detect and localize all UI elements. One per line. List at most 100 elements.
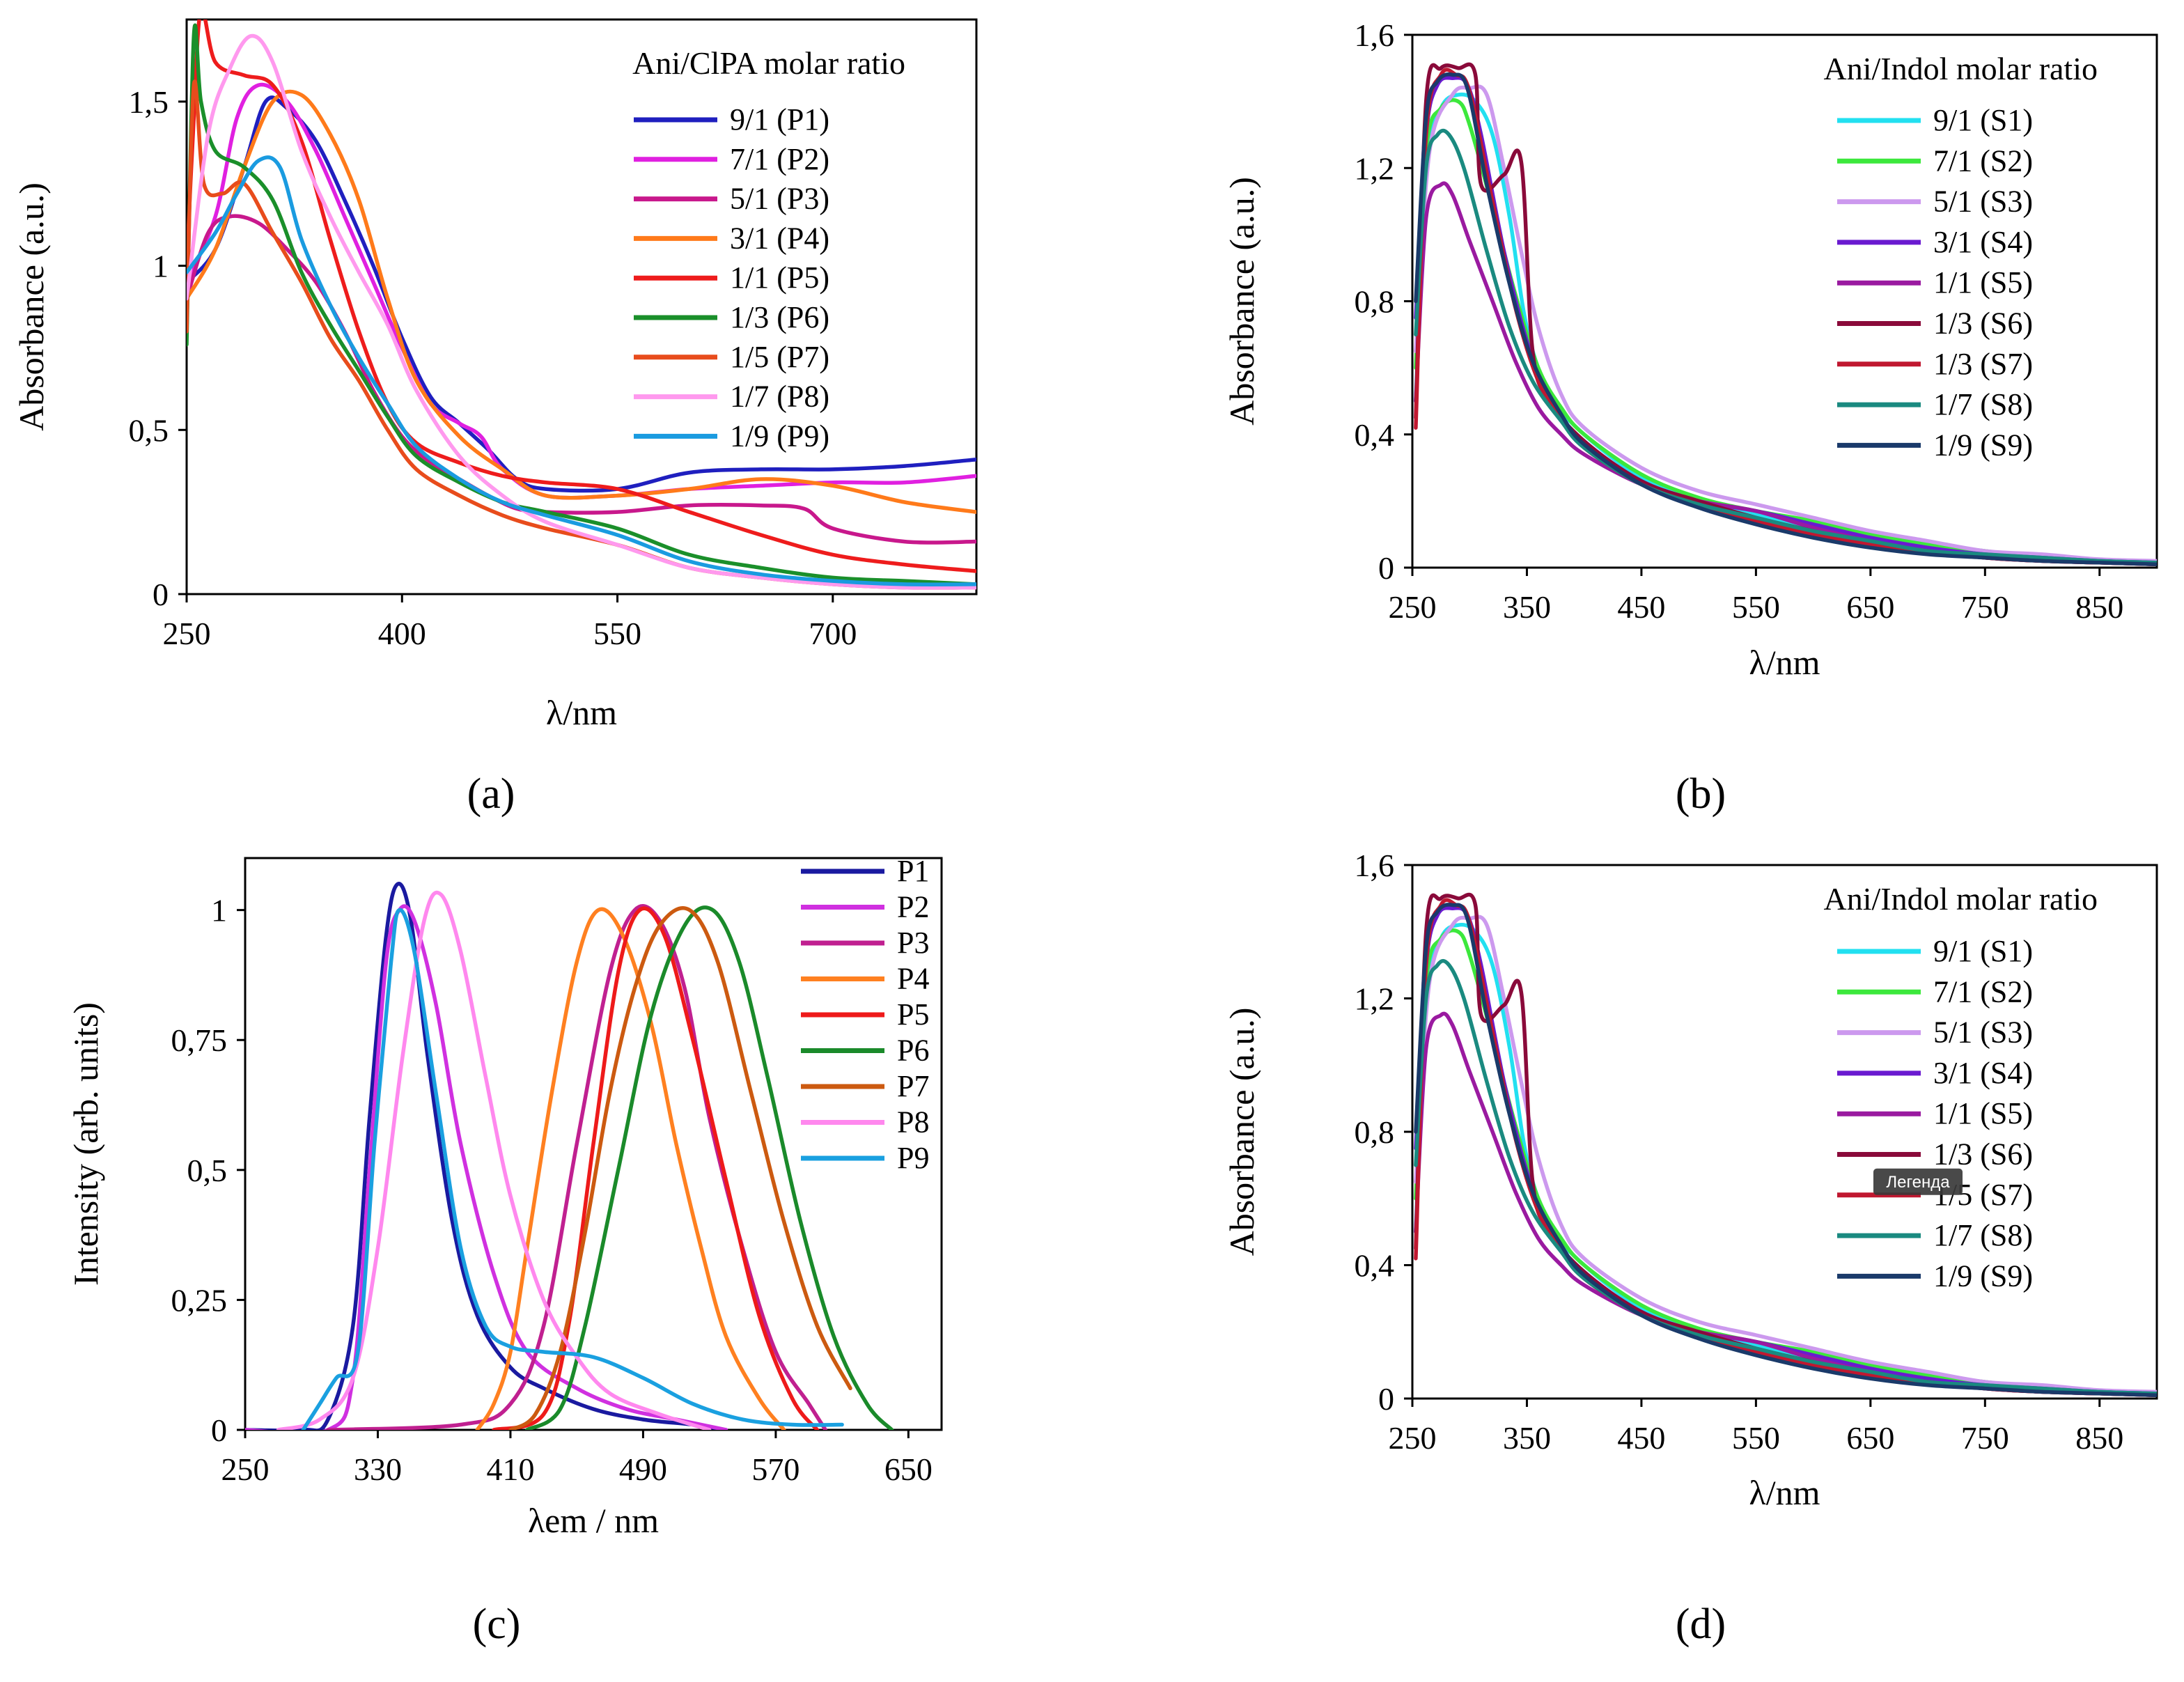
y-tick-label: 1,2 xyxy=(1355,981,1395,1017)
x-tick-label: 250 xyxy=(163,616,211,651)
legend-entry-label: 1/9 (P9) xyxy=(730,419,829,453)
y-axis-title: Absorbance (a.u.) xyxy=(1222,1008,1261,1256)
series-line xyxy=(1414,72,2157,566)
series-lines xyxy=(245,882,894,1430)
series-lines xyxy=(1414,62,2157,566)
series-line xyxy=(187,82,976,500)
legend-entry-label: 7/1 (S2) xyxy=(1933,143,2033,178)
x-tick-label: 650 xyxy=(1846,589,1894,625)
chart-panel-b: 250 350 450 550 650 750 850 0 0,4 0,8 1,2 1,6 λ/nm Ab… xyxy=(1222,17,2158,818)
legend-entry-label: P5 xyxy=(897,997,929,1031)
x-tick-label: 490 xyxy=(619,1451,667,1487)
legend-entry-label: 3/1 (S4) xyxy=(1933,1056,2033,1090)
y-tick-label: 0,5 xyxy=(129,412,169,448)
x-tick-label: 750 xyxy=(1961,589,2009,625)
plot-area-frame xyxy=(244,857,943,1431)
legend-entry-label: 1/7 (S8) xyxy=(1933,387,2033,421)
legend-entry-label: P8 xyxy=(897,1105,929,1139)
legend-entry-label: 1/1 (S5) xyxy=(1933,265,2033,299)
legend-entry-label: 1/9 (S9) xyxy=(1933,1259,2033,1293)
y-tick-label: 0,4 xyxy=(1355,417,1395,453)
y-tick-label: 1,6 xyxy=(1355,17,1395,53)
legend-entry-label: 1/3 (S6) xyxy=(1933,1137,2033,1171)
legend-entry-label: 1/1 (P5) xyxy=(730,260,829,295)
y-axis-title: Intensity (arb. units) xyxy=(66,1002,105,1286)
legend-entry-label: 9/1 (S1) xyxy=(1933,934,2033,968)
x-tick-label: 250 xyxy=(1389,589,1437,625)
legend-entry-label: 9/1 (P1) xyxy=(730,102,829,137)
series-lines xyxy=(187,20,976,590)
legend-entry-label: 7/1 (S2) xyxy=(1933,974,2033,1009)
series-line xyxy=(187,89,976,514)
legend-entry-label: 5/1 (P3) xyxy=(730,182,829,216)
legend-entry-label: 1/1 (S5) xyxy=(1933,1096,2033,1130)
panels-root: 250 400 550 700 0 0,5 1 1,5 λ/nm Absorbance (a.u.… xyxy=(12,17,2158,1648)
series-line xyxy=(475,907,786,1430)
y-axis-title: Absorbance (a.u.) xyxy=(12,182,51,431)
y-tick-label: 0,4 xyxy=(1355,1248,1395,1284)
legend-entry-label: P4 xyxy=(897,962,929,996)
legend-entry-label: 1/5 (P7) xyxy=(730,340,829,374)
series-line xyxy=(276,890,712,1430)
legend-entry-label: 1/7 (P8) xyxy=(730,380,829,414)
y-tick-label: 0,25 xyxy=(171,1282,228,1318)
panel-label: (d) xyxy=(1676,1601,1726,1648)
series-lines xyxy=(1414,892,2157,1397)
legend-title: Ani/ClPA molar ratio xyxy=(632,45,905,81)
y-tick-label: 0,8 xyxy=(1355,1114,1395,1150)
legend-entry-label: P7 xyxy=(897,1069,929,1103)
legend-entry-label: P3 xyxy=(897,926,929,960)
x-tick-label: 850 xyxy=(2075,1420,2123,1456)
legend-tooltip: Легенда xyxy=(1873,1168,1963,1195)
x-tick-label: 650 xyxy=(884,1451,933,1487)
series-line xyxy=(508,906,852,1430)
legend: Ani/ClPA molar ratio 9/1 (P1) 7/1 (P2) 5/1 … xyxy=(632,45,905,453)
legend: Ani/Indol molar ratio 9/1 (S1) 7/1 (S2) 5/1… xyxy=(1824,51,2098,462)
x-tick-label: 400 xyxy=(378,616,426,651)
legend-entry-label: 5/1 (S3) xyxy=(1933,1015,2033,1050)
x-tick-label: 250 xyxy=(1389,1420,1437,1456)
series-line xyxy=(187,33,976,590)
legend-entry-label: P6 xyxy=(897,1034,929,1068)
legend-entry-label: P2 xyxy=(897,890,929,924)
x-axis-title: λ/nm xyxy=(546,693,617,732)
legend-title: Ani/Indol molar ratio xyxy=(1824,881,2098,917)
x-tick-label: 650 xyxy=(1846,1420,1894,1456)
series-line xyxy=(187,155,976,586)
x-tick-label: 350 xyxy=(1503,589,1551,625)
legend-entry-label: 3/1 (P4) xyxy=(730,221,829,255)
legend-entry-label: 9/1 (S1) xyxy=(1933,103,2033,137)
legend-entry-label: 1/9 (S9) xyxy=(1933,428,2033,462)
panel-label: (c) xyxy=(473,1601,521,1648)
series-line xyxy=(1414,903,2157,1397)
legend-entry-label: 5/1 (S3) xyxy=(1933,185,2033,219)
x-tick-label: 410 xyxy=(486,1451,534,1487)
chart-panel-c: 250 330 410 490 570 650 0 0,25 0,5 0,75 1 λem / nm I… xyxy=(66,854,943,1648)
legend-entry-label: 1/7 (S8) xyxy=(1933,1218,2033,1252)
series-line xyxy=(187,95,976,493)
legend-entry-label: P1 xyxy=(897,854,929,888)
y-tick-label: 0,5 xyxy=(187,1153,228,1188)
y-tick-label: 0 xyxy=(1378,1381,1394,1417)
y-tick-label: 1,2 xyxy=(1355,150,1395,186)
y-tick-label: 0,75 xyxy=(171,1022,228,1058)
series-line xyxy=(187,23,976,586)
legend-entry-label: 1/3 (P6) xyxy=(730,300,829,334)
x-axis-title: λem / nm xyxy=(528,1501,659,1540)
x-tick-label: 250 xyxy=(221,1451,270,1487)
legend-entry-label: 1/3 (S7) xyxy=(1933,347,2033,381)
series-line xyxy=(326,904,828,1430)
panel-label: (a) xyxy=(467,770,515,818)
x-tick-label: 450 xyxy=(1617,1420,1665,1456)
y-axis-title: Absorbance (a.u.) xyxy=(1222,177,1261,426)
series-line xyxy=(245,904,728,1430)
x-tick-label: 450 xyxy=(1617,589,1665,625)
x-axis-title: λ/nm xyxy=(1749,643,1820,682)
legend-entry-label: P9 xyxy=(897,1141,929,1175)
x-tick-label: 550 xyxy=(1732,1420,1780,1456)
y-tick-label: 1 xyxy=(211,893,227,928)
legend-entry-label: 1/3 (S6) xyxy=(1933,306,2033,341)
x-axis-title: λ/nm xyxy=(1749,1473,1820,1512)
